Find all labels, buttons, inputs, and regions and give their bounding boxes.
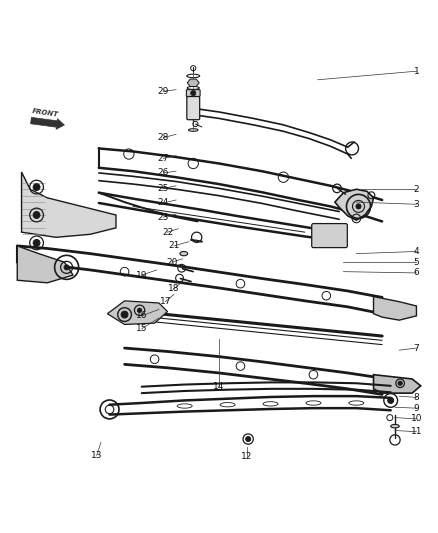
- Circle shape: [138, 308, 142, 312]
- Text: 3: 3: [413, 200, 419, 209]
- Polygon shape: [107, 301, 167, 325]
- Polygon shape: [335, 189, 374, 220]
- Text: 13: 13: [91, 451, 102, 460]
- Polygon shape: [187, 79, 199, 86]
- Ellipse shape: [187, 86, 199, 90]
- Text: 28: 28: [158, 133, 169, 142]
- Text: 17: 17: [159, 297, 171, 306]
- Text: 12: 12: [241, 452, 253, 461]
- Text: 26: 26: [158, 168, 169, 177]
- Text: 6: 6: [413, 269, 419, 278]
- Text: 1: 1: [413, 67, 419, 76]
- Circle shape: [33, 184, 40, 190]
- FancyBboxPatch shape: [312, 223, 347, 248]
- Ellipse shape: [220, 402, 235, 407]
- Text: 23: 23: [158, 213, 169, 222]
- Text: 22: 22: [162, 228, 173, 237]
- Circle shape: [33, 212, 40, 219]
- Polygon shape: [374, 375, 421, 393]
- Text: 4: 4: [413, 247, 419, 256]
- Polygon shape: [17, 246, 73, 283]
- Text: 8: 8: [413, 393, 419, 402]
- Text: 14: 14: [213, 382, 225, 391]
- Circle shape: [398, 381, 402, 385]
- Text: 9: 9: [413, 403, 419, 413]
- Ellipse shape: [349, 401, 364, 405]
- Text: FRONT: FRONT: [32, 108, 59, 118]
- Polygon shape: [21, 172, 116, 237]
- Text: 18: 18: [168, 284, 180, 293]
- Text: 20: 20: [166, 258, 177, 266]
- Circle shape: [191, 91, 196, 95]
- Ellipse shape: [391, 424, 399, 428]
- Text: 11: 11: [411, 427, 422, 436]
- Circle shape: [388, 398, 394, 403]
- FancyBboxPatch shape: [187, 96, 200, 120]
- Ellipse shape: [188, 128, 198, 131]
- Ellipse shape: [180, 252, 187, 256]
- Text: 5: 5: [413, 258, 419, 266]
- FancyBboxPatch shape: [187, 90, 200, 96]
- Text: 2: 2: [413, 185, 419, 193]
- Polygon shape: [374, 296, 417, 320]
- Text: 29: 29: [158, 87, 169, 96]
- Text: 24: 24: [158, 198, 169, 207]
- Text: 21: 21: [168, 241, 180, 251]
- Text: 27: 27: [158, 154, 169, 163]
- Text: 10: 10: [411, 414, 422, 423]
- Ellipse shape: [177, 404, 192, 408]
- Circle shape: [356, 204, 361, 209]
- Circle shape: [121, 311, 128, 318]
- Text: 16: 16: [136, 311, 148, 320]
- Text: 15: 15: [136, 324, 148, 333]
- Ellipse shape: [187, 74, 200, 78]
- Circle shape: [64, 265, 69, 270]
- Circle shape: [246, 437, 251, 442]
- Circle shape: [33, 239, 40, 246]
- FancyArrow shape: [31, 117, 64, 130]
- Ellipse shape: [263, 402, 278, 406]
- Text: 19: 19: [136, 271, 148, 280]
- Text: 7: 7: [413, 344, 419, 352]
- Ellipse shape: [306, 401, 321, 405]
- Text: 25: 25: [158, 184, 169, 193]
